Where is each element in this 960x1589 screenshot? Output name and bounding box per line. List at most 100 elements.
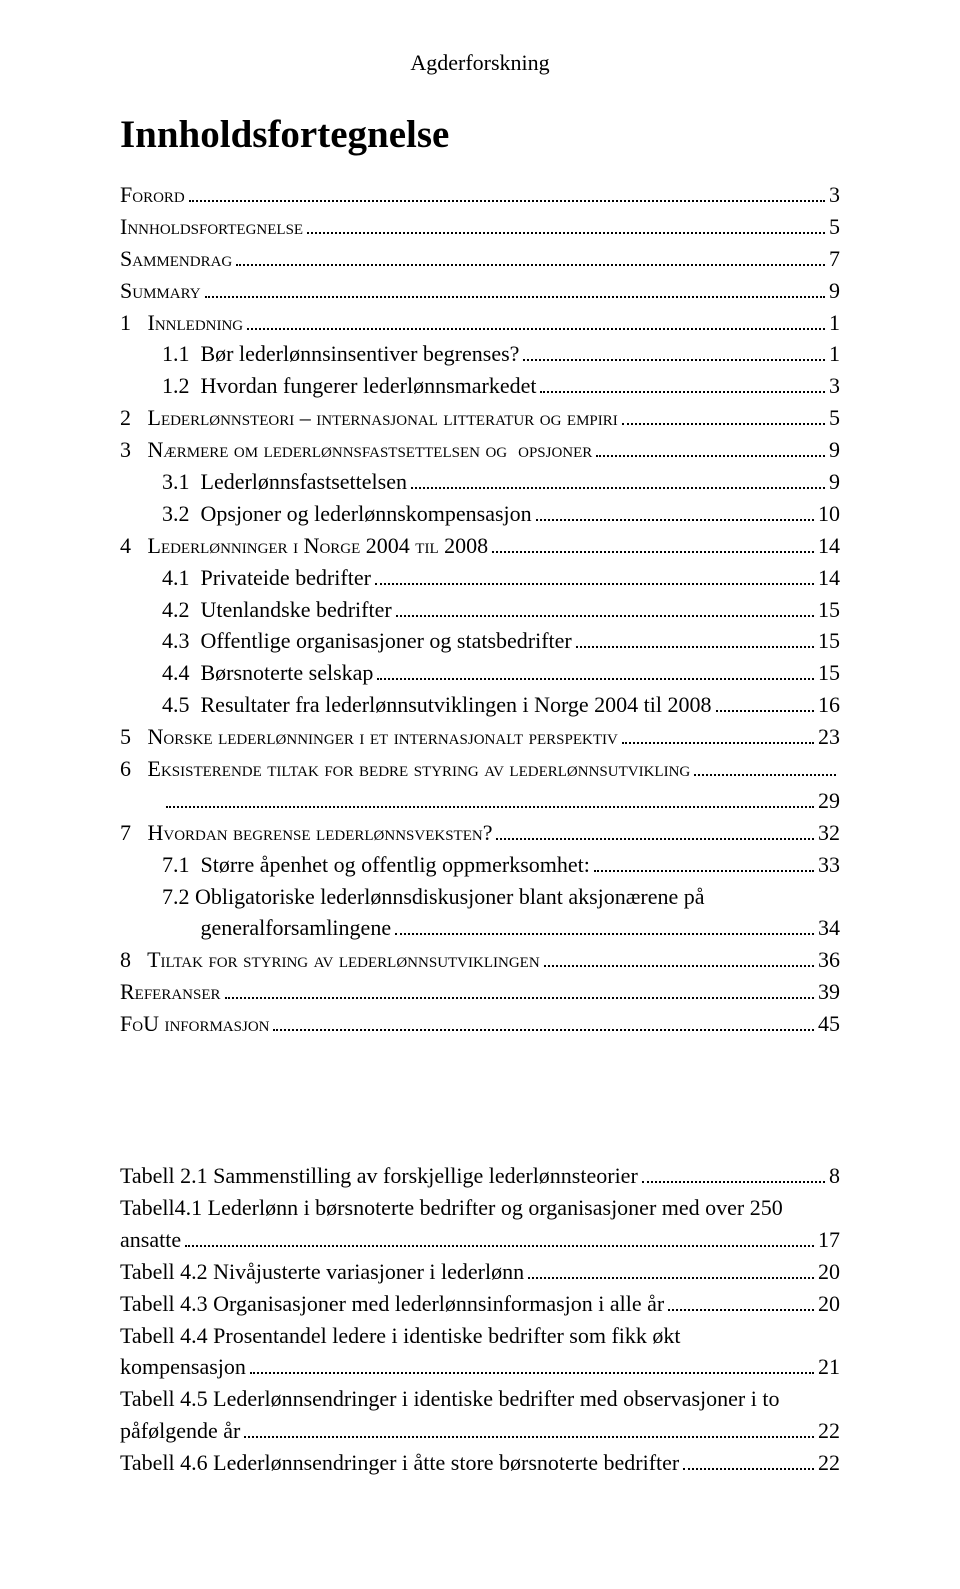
toc-entry-label: 7.1 Større åpenhet og offentlig oppmerks… (162, 849, 590, 881)
toc-entry-label: Referanser (120, 976, 221, 1008)
page-title: Innholdsfortegnelse (120, 112, 840, 157)
toc-leader-dots (166, 806, 814, 808)
toc-entry-page: 22 (818, 1415, 840, 1447)
toc-entry-label: kompensasjon (120, 1351, 246, 1383)
toc-entry-label: generalforsamlingene (162, 912, 391, 944)
toc-entry-label: Tabell 4.5 Lederlønnsendringer i identis… (120, 1383, 779, 1415)
toc-entry: 2 Lederlønnsteori – internasjonal litter… (120, 402, 840, 434)
toc-entry-label: 6 Eksisterende tiltak for bedre styring … (120, 753, 690, 785)
toc-entry: FoU informasjon45 (120, 1008, 840, 1040)
toc-entry-page: 5 (829, 402, 840, 434)
toc-leader-dots (189, 200, 825, 202)
toc-entry: Summary9 (120, 275, 840, 307)
toc-entry-label: 4 Lederlønninger i Norge 2004 til 2008 (120, 530, 488, 562)
toc-entry-page: 32 (818, 817, 840, 849)
toc-entry-label: Tabell 4.3 Organisasjoner med lederlønns… (120, 1288, 664, 1320)
toc-entry-page: 20 (818, 1256, 840, 1288)
toc-entry-label: 5 Norske lederlønninger i et internasjon… (120, 721, 618, 753)
toc-entry-page: 33 (818, 849, 840, 881)
toc-leader-dots (496, 838, 814, 840)
toc-entry-label: 4.4 Børsnoterte selskap (162, 657, 373, 689)
toc-entry: ansatte17 (120, 1224, 840, 1256)
document-page: Agderforskning Innholdsfortegnelse Foror… (0, 0, 960, 1539)
toc-entry-line: 7.2 Obligatoriske lederlønnsdiskusjoner … (120, 881, 840, 913)
toc-leader-dots (377, 678, 814, 680)
toc-entry-label: Tabell 4.2 Nivåjusterte variasjoner i le… (120, 1256, 524, 1288)
toc-entry: 3.1 Lederlønnsfastsettelsen9 (120, 466, 840, 498)
toc-entry: 1.2 Hvordan fungerer lederlønnsmarkedet 3 (120, 370, 840, 402)
toc-entry: Tabell 4.3 Organisasjoner med lederlønns… (120, 1288, 840, 1320)
toc-entry-page: 15 (818, 625, 840, 657)
toc-entry: 4.4 Børsnoterte selskap 15 (120, 657, 840, 689)
toc-entry-label: 3.1 Lederlønnsfastsettelsen (162, 466, 407, 498)
toc-leader-dots (683, 1468, 814, 1470)
toc-entry-page: 20 (818, 1288, 840, 1320)
toc-leader-dots (185, 1245, 814, 1247)
toc-entry-label: 1.1 Bør lederlønnsinsentiver begrenses? (162, 338, 519, 370)
toc-leader-dots (244, 1436, 814, 1438)
toc-entry: påfølgende år 22 (120, 1415, 840, 1447)
toc-entry: 1.1 Bør lederlønnsinsentiver begrenses?1 (120, 338, 840, 370)
toc-entry-line: Tabell 4.4 Prosentandel ledere i identis… (120, 1320, 840, 1352)
toc-entry-label: Tabell 2.1 Sammenstilling av forskjellig… (120, 1160, 638, 1192)
toc-entry: kompensasjon 21 (120, 1351, 840, 1383)
toc-entry-label: Tabell 4.6 Lederlønnsendringer i åtte st… (120, 1447, 679, 1479)
toc-leader-dots (642, 1181, 825, 1183)
toc-entry-page: 15 (818, 657, 840, 689)
toc-entry-page: 23 (818, 721, 840, 753)
toc-entry: 7.1 Større åpenhet og offentlig oppmerks… (120, 849, 840, 881)
toc-entry-line: Tabell 4.5 Lederlønnsendringer i identis… (120, 1383, 840, 1415)
toc-entry-label: 1 Innledning (120, 307, 243, 339)
toc-leader-dots (668, 1309, 814, 1311)
toc-entry-page: 7 (829, 243, 840, 275)
toc-entry: 4.3 Offentlige organisasjoner og statsbe… (120, 625, 840, 657)
toc-entry-page: 8 (829, 1160, 840, 1192)
toc-leader-dots (395, 933, 814, 935)
toc-leader-dots (716, 710, 815, 712)
toc-entry: Tabell 4.2 Nivåjusterte variasjoner i le… (120, 1256, 840, 1288)
toc-leader-dots (622, 742, 814, 744)
toc-entry-label: Forord (120, 179, 185, 211)
toc-entry: 4 Lederlønninger i Norge 2004 til 2008 14 (120, 530, 840, 562)
toc-entry-label: FoU informasjon (120, 1008, 269, 1040)
toc-entry: 3 Nærmere om lederlønnsfastsettelsen og … (120, 434, 840, 466)
toc-leader-dots (544, 965, 814, 967)
toc-entry-page: 22 (818, 1447, 840, 1479)
toc-entry: 4.2 Utenlandske bedrifter15 (120, 594, 840, 626)
toc-entry-label: 3 Nærmere om lederlønnsfastsettelsen og … (120, 434, 592, 466)
toc-entry-label: 4.1 Privateide bedrifter (162, 562, 371, 594)
toc-leader-dots (273, 1029, 814, 1031)
toc-entry-line: Tabell4.1 Lederlønn i børsnoterte bedrif… (120, 1192, 840, 1224)
toc-entry-label: Tabell4.1 Lederlønn i børsnoterte bedrif… (120, 1192, 783, 1224)
toc-entry-page: 10 (818, 498, 840, 530)
toc-entry: 1 Innledning1 (120, 307, 840, 339)
toc-entry-page: 3 (829, 370, 840, 402)
toc-leader-dots (523, 359, 825, 361)
toc-entry-label: 4.5 Resultater fra lederlønnsutviklingen… (162, 689, 712, 721)
page-header: Agderforskning (120, 50, 840, 76)
toc-leader-dots (528, 1277, 814, 1279)
toc-entry-page: 9 (829, 434, 840, 466)
toc-leader-dots (694, 774, 836, 776)
toc-entry-label: 1.2 Hvordan fungerer lederlønnsmarkedet (162, 370, 536, 402)
toc-entry-page: 9 (829, 275, 840, 307)
toc-leader-dots (307, 232, 825, 234)
toc-entry: 3.2 Opsjoner og lederlønnskompensasjon10 (120, 498, 840, 530)
toc-entry-page: 14 (818, 530, 840, 562)
toc-entry-page: 16 (818, 689, 840, 721)
toc-leader-dots (576, 646, 814, 648)
toc-entry: Forord 3 (120, 179, 840, 211)
toc-entry: Sammendrag7 (120, 243, 840, 275)
list-of-tables: Tabell 2.1 Sammenstilling av forskjellig… (120, 1160, 840, 1479)
table-of-contents: Forord3Innholdsfortegnelse5Sammendrag7Su… (120, 179, 840, 1040)
toc-entry-label: 8 Tiltak for styring av lederlønnsutvikl… (120, 944, 540, 976)
toc-entry-label: ansatte (120, 1224, 181, 1256)
toc-leader-dots (396, 615, 814, 617)
toc-entry-label: påfølgende år (120, 1415, 240, 1447)
toc-entry: 29 (120, 785, 840, 817)
toc-entry-page: 14 (818, 562, 840, 594)
toc-entry: 5 Norske lederlønninger i et internasjon… (120, 721, 840, 753)
toc-entry-page: 3 (829, 179, 840, 211)
toc-entry-page: 21 (818, 1351, 840, 1383)
toc-entry: 7 Hvordan begrense lederlønnsveksten?32 (120, 817, 840, 849)
